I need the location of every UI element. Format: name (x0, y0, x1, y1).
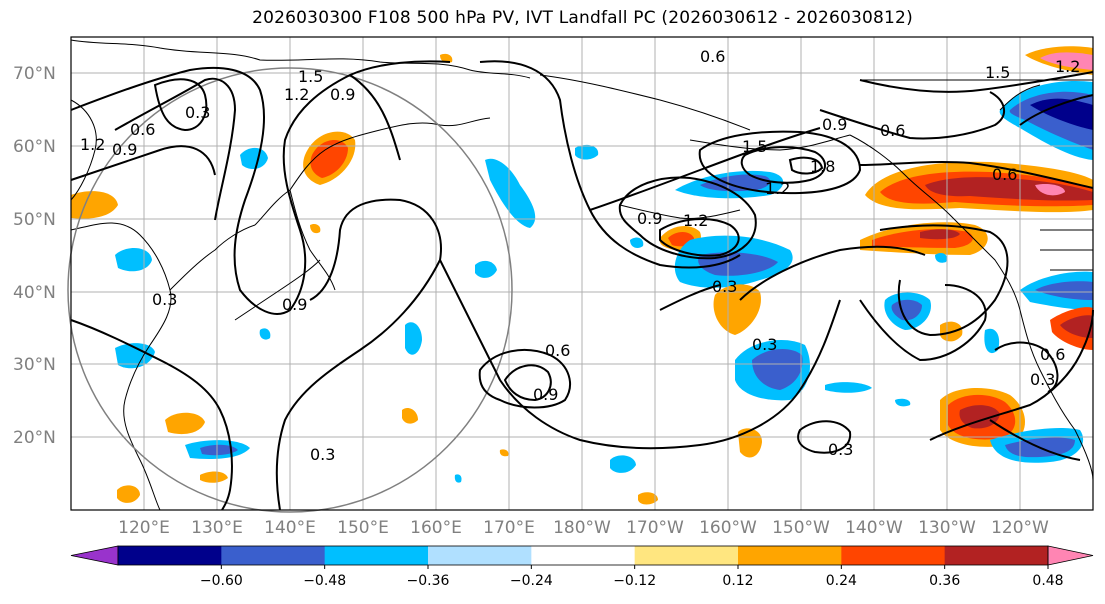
contour-label: 1.2 (765, 179, 790, 198)
colorbar-swatch (324, 546, 429, 565)
colorbar-swatch (944, 546, 1049, 565)
colorbar-tick-label: −0.48 (303, 573, 346, 589)
lat-label: 40°N (13, 283, 56, 303)
colorbar-swatch (118, 546, 222, 565)
colorbar-swatch (428, 546, 532, 565)
lon-label: 130°W (918, 518, 976, 538)
contour-label: 1.8 (810, 157, 835, 176)
radius-circle (67, 67, 513, 513)
colorbar-tick-label: 0.12 (722, 573, 753, 589)
contour-label: 1.5 (985, 63, 1010, 82)
colorbar-swatch (531, 546, 636, 565)
contour-label: 1.2 (80, 135, 105, 154)
contour-label: 0.6 (880, 121, 905, 140)
lon-label: 140°W (845, 518, 903, 538)
ivt-contours (70, 60, 1094, 511)
lon-label: 150°W (772, 518, 830, 538)
contour-label: 0.6 (130, 120, 155, 139)
colorbar: −0.60 −0.48 −0.36 −0.24 −0.12 0.12 0.24 0.36 0.4… (70, 545, 1094, 589)
lon-label: 150°E (337, 518, 389, 538)
pv-shading (71, 46, 1093, 505)
lon-label: 170°W (626, 518, 684, 538)
contour-label: 0.9 (637, 209, 662, 228)
contour-label: 1.2 (1055, 57, 1080, 76)
colorbar-tick-label: −0.60 (200, 573, 243, 589)
lon-label: 120°W (991, 518, 1049, 538)
contour-label: 0.6 (700, 47, 725, 66)
colorbar-outline (117, 545, 1049, 566)
contour-label: 0.9 (533, 385, 558, 404)
contour-label: 0.9 (112, 140, 137, 159)
contour-labels: 0.6 1.5 1.2 0.9 0.3 1.2 0.9 0.6 1.5 1.8 … (80, 47, 1080, 464)
lon-label: 180°W (553, 518, 611, 538)
colorbar-tick-label: 0.24 (826, 573, 857, 589)
contour-label: 1.5 (742, 137, 767, 156)
colorbar-tick-label: −0.12 (613, 573, 656, 589)
latitude-labels: 70°N 60°N 50°N 40°N 30°N 20°N (13, 64, 56, 448)
contour-label: 0.3 (1030, 370, 1055, 389)
colorbar-extend-min (70, 545, 119, 566)
colorbar-swatch (841, 546, 946, 565)
colorbar-extend-max (1047, 545, 1094, 566)
colorbar-swatch (738, 546, 842, 565)
contour-label: 0.6 (1040, 345, 1065, 364)
colorbar-swatch (634, 546, 739, 565)
lat-label: 50°N (13, 210, 56, 230)
colorbar-tick-label: −0.36 (407, 573, 450, 589)
contour-label: 0.9 (282, 295, 307, 314)
lat-label: 70°N (13, 64, 56, 84)
contour-label: 1.5 (298, 67, 323, 86)
lon-label: 130°E (191, 518, 243, 538)
contour-label: 0.3 (185, 103, 210, 122)
contour-label: 0.9 (330, 85, 355, 104)
contour-label: 0.9 (822, 115, 847, 134)
lon-label: 160°E (410, 518, 462, 538)
contour-label: 0.3 (752, 335, 777, 354)
longitude-labels: 120°E 130°E 140°E 150°E 160°E 170°E 180°… (118, 518, 1049, 538)
contour-label: 1.2 (683, 211, 708, 230)
contour-label: 1.2 (284, 85, 309, 104)
colorbar-swatch (221, 546, 326, 565)
colorbar-tick-label: −0.24 (510, 573, 553, 589)
contour-label: 0.3 (310, 445, 335, 464)
lat-label: 20°N (13, 428, 56, 448)
lon-label: 120°E (118, 518, 170, 538)
lat-label: 30°N (13, 355, 56, 375)
lat-label: 60°N (13, 137, 56, 157)
contour-label: 0.3 (152, 290, 177, 309)
map-title: 2026030300 F108 500 hPa PV, IVT Landfall… (252, 8, 913, 28)
lon-label: 140°E (264, 518, 316, 538)
colorbar-tick-label: 0.36 (929, 573, 960, 589)
contour-label: 0.6 (545, 341, 570, 360)
lon-label: 160°W (699, 518, 757, 538)
map-border (70, 36, 1094, 511)
lon-label: 170°E (483, 518, 535, 538)
contour-label: 0.6 (992, 165, 1017, 184)
contour-label: 0.3 (828, 440, 853, 459)
contour-label: 0.3 (712, 277, 737, 296)
colorbar-tick-label: 0.48 (1032, 573, 1063, 589)
